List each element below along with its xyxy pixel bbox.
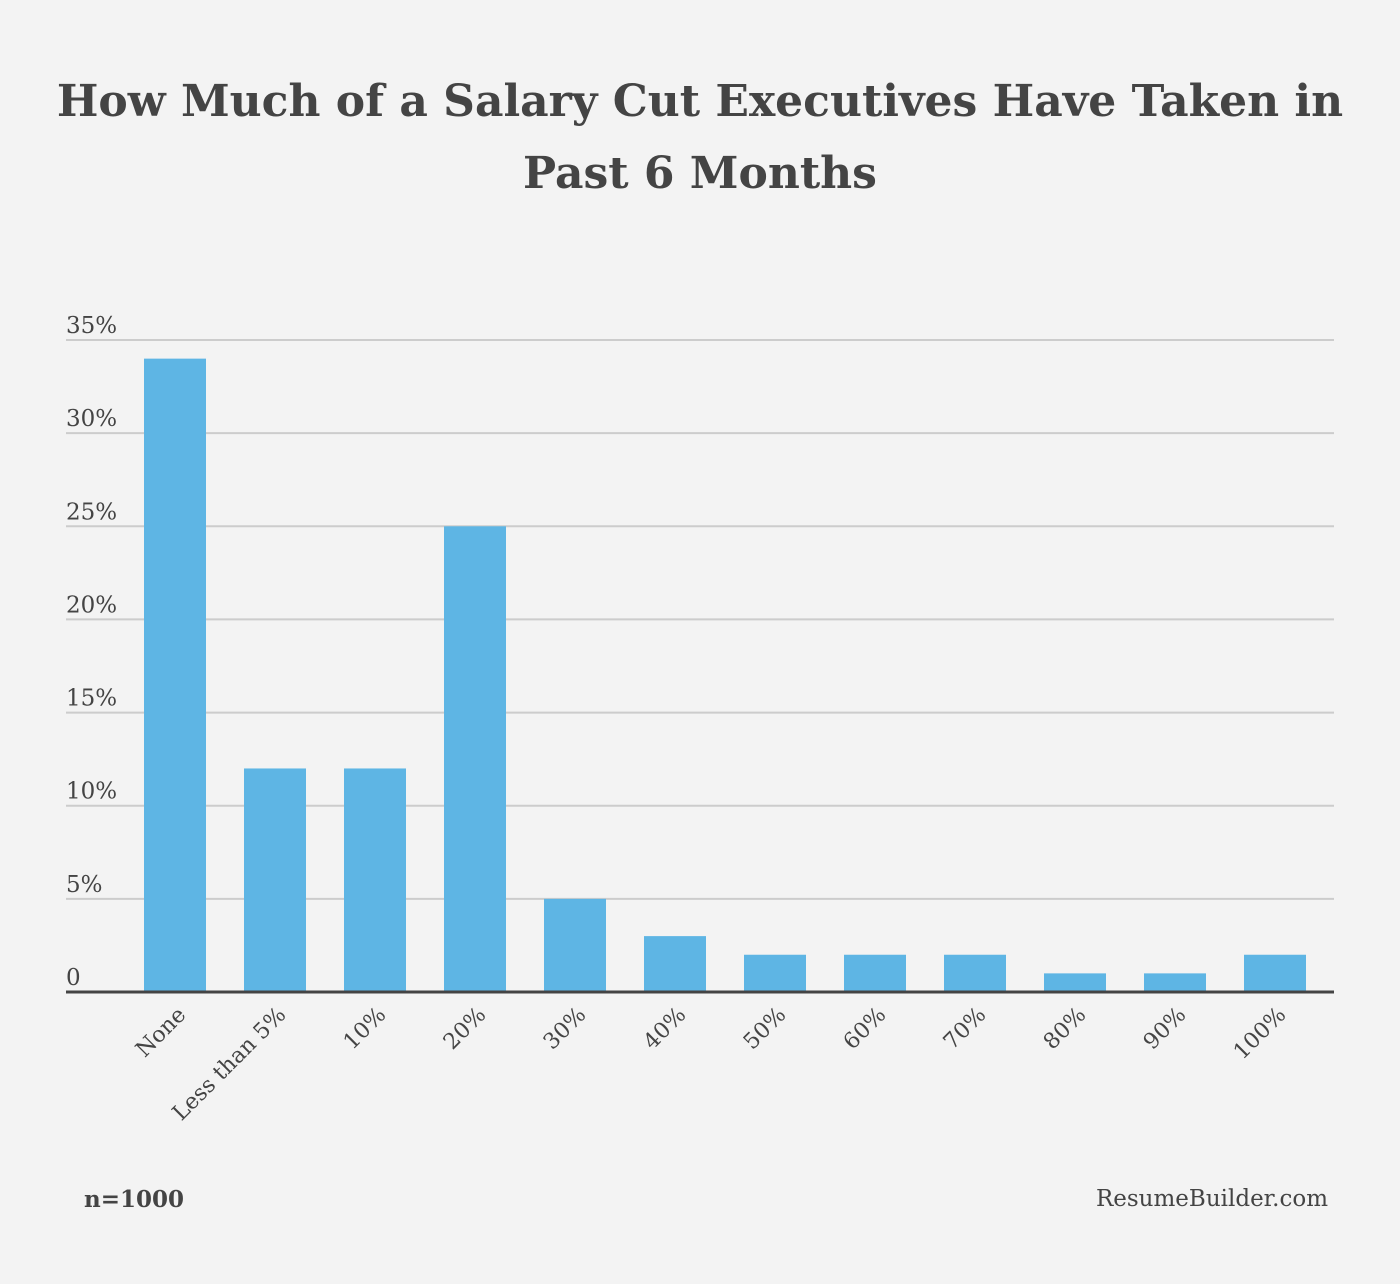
x-tick-label: 80% [1039, 1003, 1091, 1055]
bar [144, 358, 206, 993]
x-tick-label: 20% [439, 1003, 491, 1055]
x-tick-label: 30% [539, 1003, 591, 1055]
y-tick-label: 30% [66, 406, 117, 432]
x-tick-label: 10% [339, 1003, 391, 1055]
bar [1244, 954, 1306, 992]
y-tick-label: 35% [66, 313, 117, 339]
bar [744, 954, 806, 992]
y-tick-label: 10% [66, 779, 117, 805]
x-tick-label: 60% [839, 1003, 891, 1055]
y-tick-label: 15% [66, 686, 117, 712]
bar [644, 936, 706, 992]
bar [444, 526, 506, 992]
x-tick-label: 100% [1229, 1003, 1291, 1065]
bar [944, 954, 1006, 992]
x-tick-label: None [131, 1003, 191, 1063]
bar [344, 768, 406, 992]
x-tick-label: 90% [1139, 1003, 1191, 1055]
bar [544, 898, 606, 992]
x-tick-label: 70% [939, 1003, 991, 1055]
chart-title-line-2: Past 6 Months [523, 148, 877, 199]
y-tick-label: 0 [66, 965, 81, 991]
y-tick-label: 5% [66, 872, 103, 898]
y-tick-label: 20% [66, 592, 117, 618]
y-tick-label: 25% [66, 499, 117, 525]
chart-title: How Much of a Salary Cut Executives Have… [0, 66, 1400, 210]
bar [844, 954, 906, 992]
chart-title-line-1: How Much of a Salary Cut Executives Have… [56, 76, 1344, 127]
x-tick-label: 40% [639, 1003, 691, 1055]
bar [1044, 973, 1106, 992]
source-credit: ResumeBuilder.com [1095, 1186, 1328, 1212]
bar [1144, 973, 1206, 992]
x-tick-label: 50% [739, 1003, 791, 1055]
sample-size-note: n=1000 [84, 1186, 185, 1213]
bar [244, 768, 306, 992]
